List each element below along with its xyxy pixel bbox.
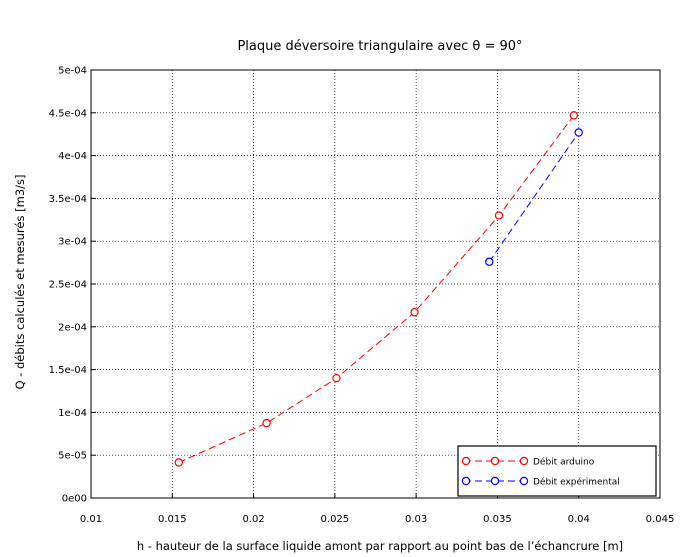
x-tick-label: 0.025 xyxy=(321,514,350,525)
y-tick-label: 3e-04 xyxy=(58,237,87,248)
y-tick-label: 4e-04 xyxy=(58,151,87,162)
legend-item: Débit expérimental xyxy=(461,476,620,488)
x-tick-label: 0.02 xyxy=(242,514,264,525)
legend-item: Débit arduino xyxy=(461,456,595,468)
x-tick-label: 0.01 xyxy=(80,514,102,525)
series-1 xyxy=(174,111,579,467)
legend-label: Débit arduino xyxy=(533,457,595,468)
legend-marker xyxy=(519,456,529,466)
x-tick-label: 0.045 xyxy=(646,514,675,525)
x-tick-label: 0.015 xyxy=(158,514,187,525)
y-tick-label: 0e00 xyxy=(62,494,87,505)
legend-marker xyxy=(519,476,529,486)
y-tick-label: 2.5e-04 xyxy=(49,280,87,291)
legend-box xyxy=(457,445,657,497)
y-tick-label: 3.5e-04 xyxy=(49,194,87,205)
legend-label: Débit expérimental xyxy=(533,477,620,488)
x-tick-label: 0.04 xyxy=(568,514,590,525)
x-tick-label: 0.03 xyxy=(405,514,427,525)
y-tick-label: 5e-04 xyxy=(58,66,87,77)
chart-title: Plaque déversoire triangulaire avec θ = … xyxy=(237,39,522,54)
data-point xyxy=(574,128,583,137)
data-point xyxy=(485,257,494,266)
y-tick-label: 5e-05 xyxy=(58,451,87,462)
x-tick-label: 0.035 xyxy=(483,514,512,525)
y-tick-label: 2e-04 xyxy=(58,322,87,333)
axis-ticks: 0.01 0.015 0.02 0.025 0.03 0.035 0.04 0.045 0e00… xyxy=(49,66,675,526)
y-tick-label: 1.5e-04 xyxy=(49,365,87,376)
y-tick-label: 4.5e-04 xyxy=(49,108,87,119)
x-axis-label: h - hauteur de la surface liquide amont … xyxy=(137,539,623,553)
data-point xyxy=(569,111,579,120)
data-point xyxy=(174,458,183,467)
series-line xyxy=(178,115,575,463)
legend-marker xyxy=(461,476,471,486)
data-point xyxy=(494,211,504,220)
series-line xyxy=(488,132,580,262)
legend: Débit arduino Débit expérimental xyxy=(457,445,657,497)
data-point xyxy=(332,373,341,383)
data-point xyxy=(410,308,419,317)
series-2 xyxy=(485,128,583,266)
data-point xyxy=(262,418,271,428)
legend-marker xyxy=(490,456,500,466)
series-group xyxy=(174,111,583,467)
legend-marker xyxy=(490,476,500,486)
legend-marker xyxy=(461,456,471,466)
grid xyxy=(90,69,661,499)
y-axis-label: Q - débits calculés et mesurés [m3/s] xyxy=(13,175,27,390)
y-tick-label: 1e-04 xyxy=(58,408,87,419)
